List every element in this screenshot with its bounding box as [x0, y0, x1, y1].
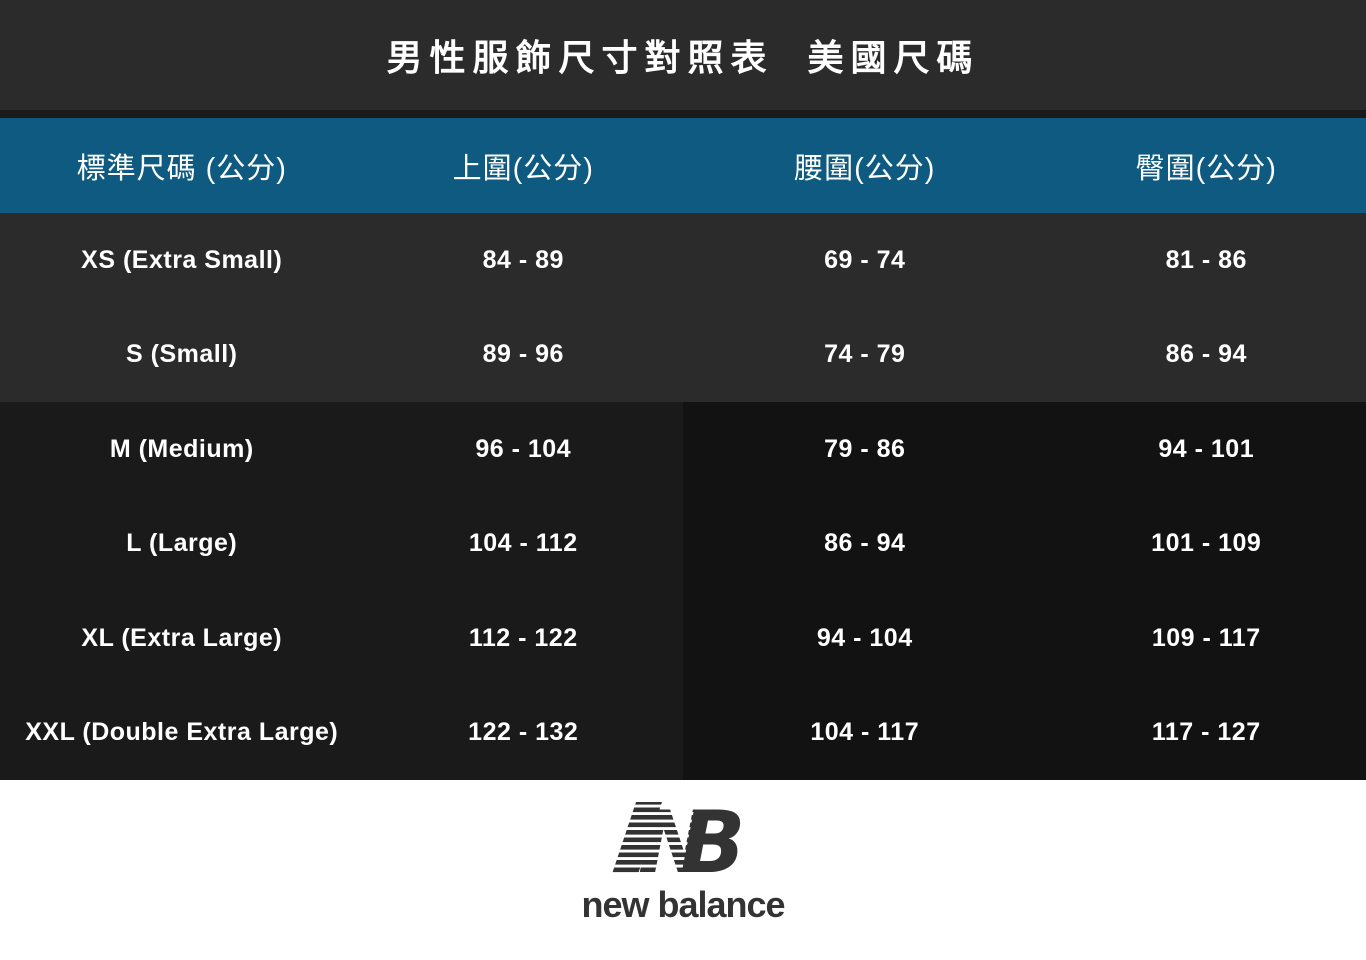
table-header-row: 標準尺碼 (公分) 上圍(公分) 腰圍(公分) 臀圍(公分) [0, 118, 1366, 213]
column-header-chest: 上圍(公分) [452, 152, 594, 185]
table-row-s: S (Small) 89 - 96 74 - 79 86 - 94 [0, 307, 1366, 402]
waist-value: 94 - 104 [683, 591, 1025, 686]
table-row-xl: XL (Extra Large) 112 - 122 94 - 104 109 … [0, 591, 1366, 686]
chest-value: 122 - 132 [341, 685, 683, 780]
size-label: XL (Extra Large) [0, 591, 342, 686]
column-header-hip: 臀圍(公分) [1135, 152, 1277, 185]
hip-value: 86 - 94 [1024, 307, 1366, 402]
hip-value: 94 - 101 [1024, 402, 1366, 497]
hip-value: 101 - 109 [1024, 496, 1366, 591]
size-label: L (Large) [0, 496, 342, 591]
column-header-size: 標準尺碼 (公分) [76, 152, 287, 185]
table-row-l: L (Large) 104 - 112 86 - 94 101 - 109 [0, 496, 1366, 591]
svg-text:B: B [680, 798, 746, 882]
chest-value: 89 - 96 [341, 307, 683, 402]
new-balance-logo: N B new balance [581, 798, 785, 926]
waist-value: 104 - 117 [683, 685, 1025, 780]
waist-value: 74 - 79 [683, 307, 1025, 402]
hip-value: 117 - 127 [1024, 685, 1366, 780]
chest-value: 104 - 112 [341, 496, 683, 591]
chest-value: 96 - 104 [341, 402, 683, 497]
brand-wordmark: new balance [581, 884, 785, 925]
title-bar: 男性服飾尺寸對照表 美國尺碼 [0, 0, 1366, 110]
page-title: 男性服飾尺寸對照表 美國尺碼 [386, 37, 980, 78]
size-label: XXL (Double Extra Large) [0, 685, 342, 780]
table-row-m: M (Medium) 96 - 104 79 - 86 94 - 101 [0, 402, 1366, 497]
hip-value: 81 - 86 [1024, 213, 1366, 308]
title-separator [0, 110, 1366, 118]
size-label: M (Medium) [0, 402, 342, 497]
nb-logo-icon: N B [612, 798, 746, 882]
chest-value: 84 - 89 [341, 213, 683, 308]
footer: N B new balance [0, 780, 1366, 960]
size-label: S (Small) [0, 307, 342, 402]
waist-value: 69 - 74 [683, 213, 1025, 308]
table-row-xs: XS (Extra Small) 84 - 89 69 - 74 81 - 86 [0, 213, 1366, 308]
size-label: XS (Extra Small) [0, 213, 342, 308]
hip-value: 109 - 117 [1024, 591, 1366, 686]
svg-text:N: N [638, 798, 710, 882]
waist-value: 79 - 86 [683, 402, 1025, 497]
chest-value: 112 - 122 [341, 591, 683, 686]
waist-value: 86 - 94 [683, 496, 1025, 591]
table-row-xxl: XXL (Double Extra Large) 122 - 132 104 -… [0, 685, 1366, 780]
column-header-waist: 腰圍(公分) [794, 152, 936, 185]
